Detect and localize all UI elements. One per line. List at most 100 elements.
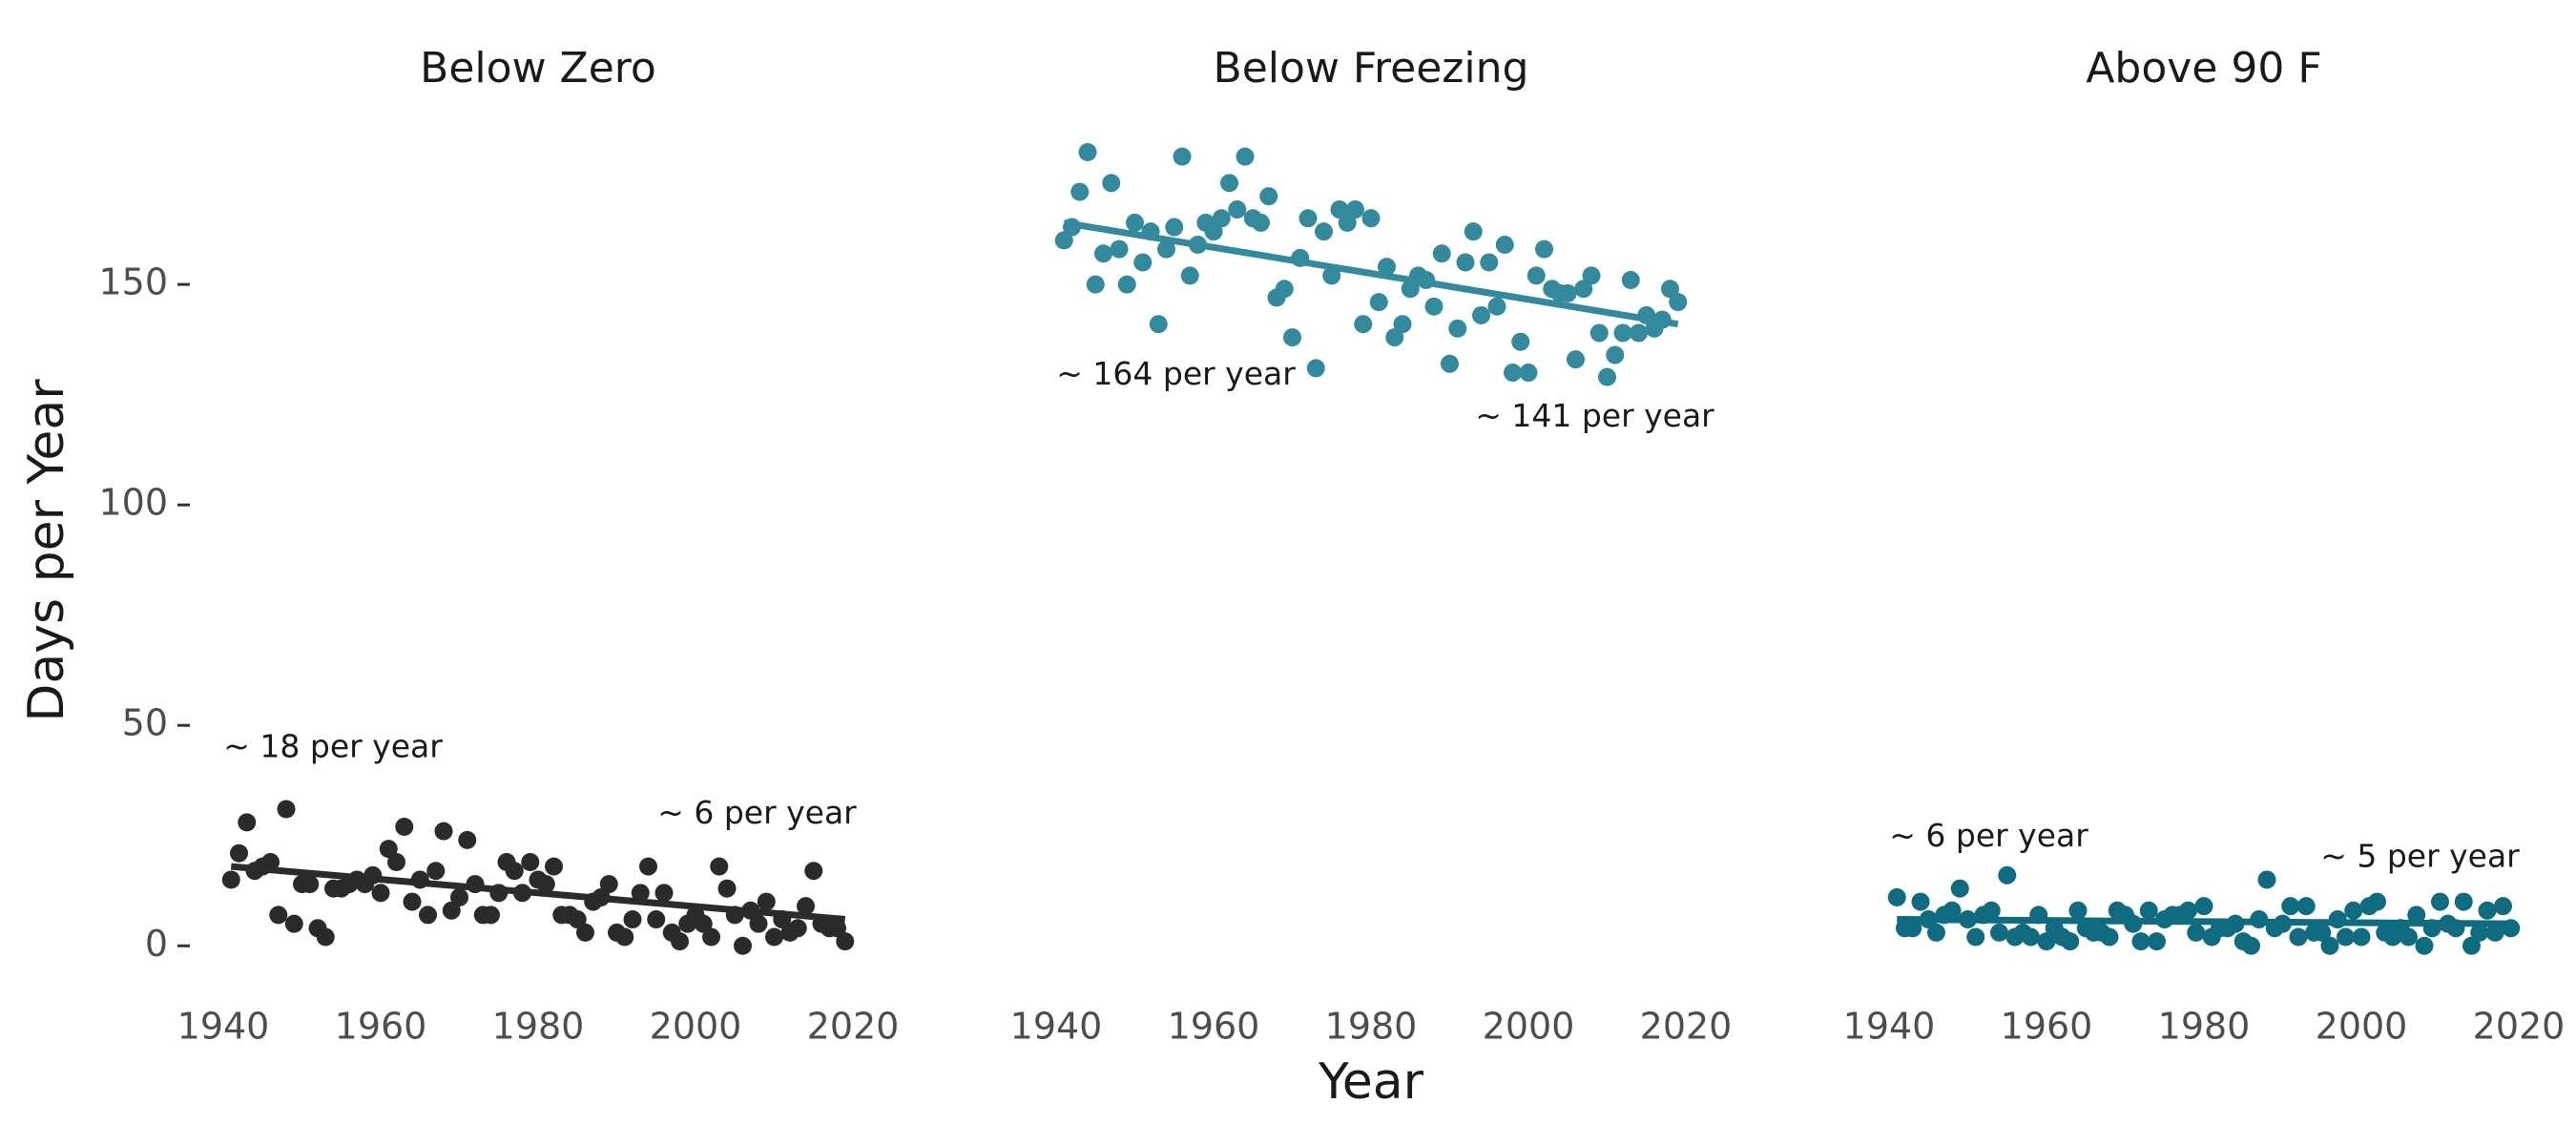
x-tick-label: 1980	[492, 1006, 585, 1048]
point	[2470, 923, 2489, 942]
point	[1535, 239, 1553, 259]
x-tick-label: 2020	[1640, 1006, 1733, 1048]
point	[379, 840, 398, 859]
point	[1998, 865, 2017, 885]
x-tick-label: 1940	[1010, 1006, 1103, 1048]
point	[1228, 200, 1247, 219]
point	[2179, 901, 2197, 920]
point	[654, 884, 674, 903]
point	[671, 932, 689, 951]
x-tick-label: 1980	[2158, 1006, 2251, 1048]
point	[301, 875, 320, 894]
point	[521, 852, 540, 871]
point	[2485, 923, 2504, 942]
point	[505, 862, 524, 881]
point	[221, 870, 240, 889]
point	[631, 884, 650, 903]
point	[1589, 323, 1609, 343]
annotation: ~ 141 per year	[1475, 397, 1714, 434]
x-axis-label: Year	[1318, 1053, 1424, 1111]
x-tick-label: 2000	[650, 1006, 742, 1048]
point	[1950, 879, 1969, 898]
point	[434, 822, 453, 841]
point	[1606, 345, 1625, 364]
x-tick-label: 1940	[177, 1006, 270, 1048]
x-tick-label: 2020	[807, 1006, 900, 1048]
point	[1236, 147, 1255, 166]
point	[694, 914, 713, 933]
point	[2257, 870, 2276, 889]
point	[1630, 323, 1648, 343]
point	[419, 906, 437, 925]
point	[599, 875, 618, 894]
point	[1165, 218, 1184, 237]
annotation: ~ 18 per year	[223, 728, 443, 765]
point	[1346, 200, 1364, 219]
point	[576, 923, 594, 942]
point	[2407, 906, 2426, 925]
point	[749, 914, 768, 933]
point	[2289, 927, 2308, 947]
point	[1102, 174, 1121, 193]
point	[1966, 927, 1985, 947]
point	[2337, 927, 2355, 947]
point	[647, 910, 666, 929]
point	[1322, 266, 1341, 285]
point	[230, 843, 248, 863]
point	[1385, 328, 1404, 347]
point	[1598, 367, 1616, 386]
trend-line	[1897, 916, 2511, 927]
y-tick-label: 100	[98, 482, 168, 524]
point	[2061, 932, 2080, 951]
point	[804, 862, 823, 881]
point	[757, 892, 776, 911]
point	[1942, 901, 1962, 920]
point	[277, 800, 296, 819]
trend-line	[1063, 219, 1679, 328]
x-tick-label: 1960	[1168, 1006, 1260, 1048]
point	[2139, 901, 2158, 920]
point	[1204, 222, 1223, 241]
point	[568, 910, 587, 929]
point	[702, 927, 720, 947]
y-tick-label: 150	[98, 261, 168, 303]
point	[545, 857, 563, 876]
facet-title: Below Zero	[420, 44, 656, 93]
point	[426, 862, 446, 881]
point	[395, 818, 414, 837]
point	[623, 910, 642, 929]
point	[2415, 936, 2434, 955]
point	[765, 927, 783, 947]
point	[2431, 892, 2449, 911]
point	[1519, 364, 1538, 383]
point	[734, 936, 752, 955]
point	[1982, 901, 2001, 920]
point	[1927, 923, 1945, 942]
x-tick-label: 2000	[2316, 1006, 2408, 1048]
point	[1259, 187, 1278, 206]
point	[1078, 142, 1097, 161]
point	[1432, 244, 1451, 263]
point	[1903, 919, 1922, 938]
point	[482, 906, 500, 925]
point	[2242, 936, 2260, 955]
point	[1567, 350, 1585, 369]
point	[442, 901, 461, 920]
point	[1117, 275, 1136, 294]
point	[1252, 213, 1270, 232]
point	[1133, 253, 1153, 272]
point	[458, 830, 477, 849]
point	[2281, 897, 2300, 916]
point	[1487, 297, 1506, 316]
point	[1495, 236, 1514, 255]
point	[269, 906, 288, 925]
point	[2313, 923, 2332, 942]
point	[1456, 253, 1475, 272]
point	[1661, 280, 1679, 299]
x-tick-label: 2000	[1483, 1006, 1575, 1048]
point	[1527, 266, 1546, 285]
point	[2022, 927, 2040, 947]
point	[1315, 222, 1333, 241]
point	[2194, 897, 2213, 916]
point	[710, 857, 729, 876]
